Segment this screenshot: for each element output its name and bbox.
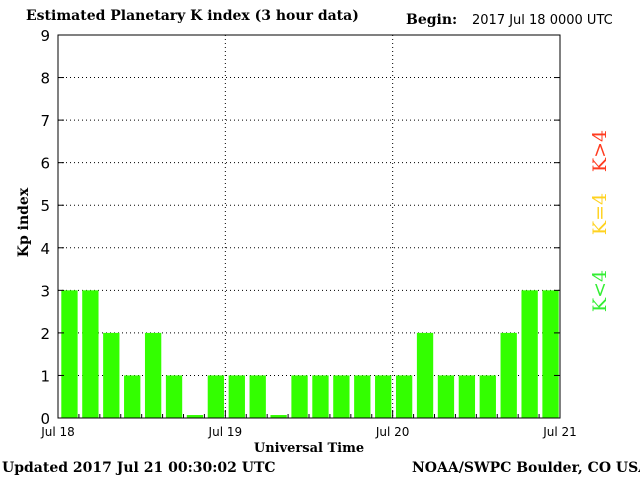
x-tick-label: Jul 20 [375,425,410,439]
legend-k-equal-4: K=4 [589,192,611,236]
y-tick-label: 3 [40,282,50,300]
kp-bar [82,290,99,418]
legend-k-less-4: K<4 [589,269,611,313]
y-tick-label: 2 [40,325,50,343]
kp-bar [354,375,371,418]
kp-bar [228,375,245,418]
kp-bar [291,375,308,418]
kp-bar [375,375,392,418]
kp-bar [542,290,559,418]
kp-bar [521,290,538,418]
kp-bar [144,332,162,418]
source-credit: NOAA/SWPC Boulder, CO USA [412,460,640,476]
kp-bar [249,375,266,418]
y-tick-label: 0 [40,410,50,428]
y-tick-label: 8 [40,70,50,88]
y-tick-label: 7 [40,112,50,130]
begin-label: Begin: [406,12,458,28]
x-tick-label: Jul 21 [542,425,577,439]
kp-bar [270,415,287,418]
kp-bar [333,375,350,418]
x-tick-label: Jul 19 [208,425,243,439]
kp-bar [416,332,434,418]
y-axis-title: Kp index [16,187,32,257]
kp-bar [61,290,78,418]
y-tick-label: 9 [40,27,50,45]
y-tick-label: 6 [40,155,50,173]
kp-bar [500,332,517,418]
kp-bar [395,375,413,418]
x-tick-label: Jul 18 [40,425,75,439]
plot-frame [57,34,561,419]
kp-bar [165,375,183,418]
kp-bar [124,375,141,418]
kp-bar [207,375,225,418]
x-axis-title: Universal Time [254,441,364,456]
y-tick-label: 1 [40,367,50,385]
kp-bar [312,375,329,418]
y-tick-label: 5 [40,197,50,215]
kp-bar [186,415,204,418]
begin-value: 2017 Jul 18 0000 UTC [472,13,613,28]
y-tick-label: 4 [40,240,50,258]
chart-title: Estimated Planetary K index (3 hour data… [26,8,359,24]
kp-bar [479,375,496,418]
kp-bar [458,375,476,418]
updated-text: Updated 2017 Jul 21 00:30:02 UTC [2,460,276,476]
kp-bar [103,332,120,418]
kp-bar [437,375,455,418]
updated-timestamp: Updated 2017 Jul 21 00:30:02 UTC [2,460,276,476]
